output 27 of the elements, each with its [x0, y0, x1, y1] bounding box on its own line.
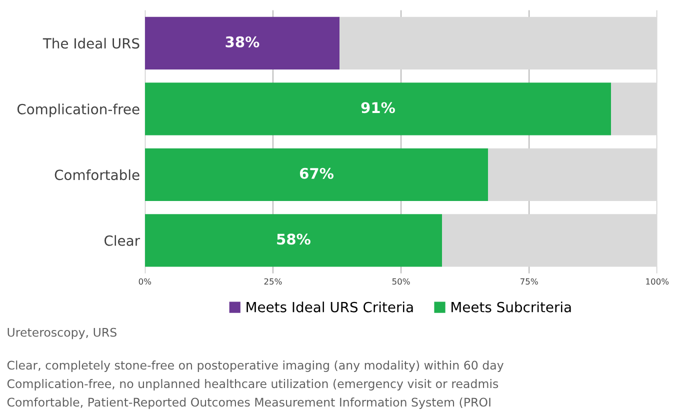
y-tick-label: Complication-free: [17, 104, 140, 118]
data-label: 38%: [226, 36, 260, 48]
bar: [611, 82, 658, 136]
data-label: 91%: [361, 102, 395, 114]
x-tick-label: 0%: [138, 278, 152, 285]
bar: [340, 16, 658, 70]
y-tick-label: Comfortable: [54, 169, 140, 180]
text: Comfortable, Patient-Reported Outcomes Measurement Information System (PROI: [7, 398, 490, 409]
bar: [144, 82, 612, 136]
y-tick-label: Clear: [104, 235, 140, 246]
text: Clear, completely stone-free on postoperative imaging (any modality) within 60 day: [7, 360, 504, 372]
data-label: 67%: [300, 168, 334, 179]
x-tick-label: 100%: [646, 278, 669, 285]
bar: [144, 16, 340, 70]
y-tick-label: The Ideal URS: [42, 38, 140, 49]
legend-label: Meets Ideal URS Criteria: [246, 302, 413, 312]
bar: [442, 214, 658, 267]
x-tick-label: 75%: [520, 278, 538, 285]
bar: [488, 148, 658, 201]
text: Ureteroscopy, URS: [8, 328, 116, 340]
legend-label: Meets Subcriteria: [452, 302, 571, 312]
data-label: 58%: [277, 234, 310, 245]
text: Complication-free, no unplanned healthcare utilization (emergency visit or readmis: [7, 379, 498, 390]
bar: [144, 148, 488, 201]
x-tick-label: 25%: [264, 278, 282, 285]
bar: [144, 214, 442, 267]
x-tick-label: 50%: [392, 278, 410, 285]
